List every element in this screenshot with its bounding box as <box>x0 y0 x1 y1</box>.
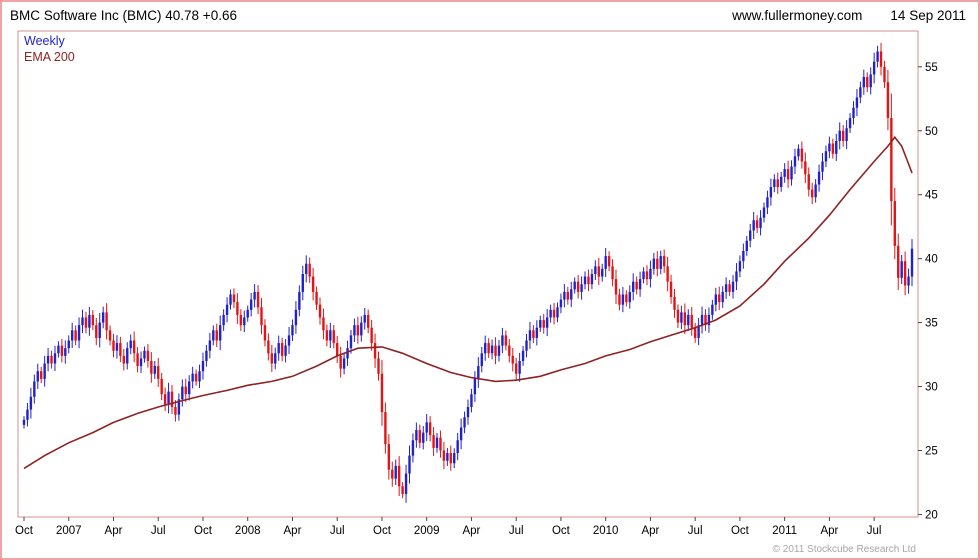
svg-text:Oct: Oct <box>15 525 34 537</box>
svg-text:30: 30 <box>925 382 938 394</box>
x-axis: Oct 2007 Apr Jul Oct 2008 Apr Jul Oct 2009 Apr Jul O… <box>15 517 881 537</box>
svg-text:Apr: Apr <box>284 525 302 537</box>
candles-group <box>22 42 914 503</box>
svg-text:40: 40 <box>925 254 938 266</box>
chart-header: BMC Software Inc (BMC) 40.78 +0.66 www.f… <box>2 2 978 28</box>
svg-text:2008: 2008 <box>235 525 261 537</box>
timeframe-label: Weekly <box>24 34 65 48</box>
instrument-title: BMC Software Inc (BMC) 40.78 +0.66 <box>10 7 237 23</box>
svg-text:2007: 2007 <box>56 525 82 537</box>
y-axis: 20 25 30 35 40 45 50 55 <box>918 62 938 521</box>
svg-text:Jul: Jul <box>509 525 524 537</box>
svg-text:2009: 2009 <box>414 525 440 537</box>
svg-text:Oct: Oct <box>552 525 571 537</box>
svg-text:2010: 2010 <box>593 525 619 537</box>
price-chart: 20 25 30 35 40 45 50 55 Oct 2007 Apr Jul Oct 2008 Apr… <box>15 30 938 537</box>
svg-text:2011: 2011 <box>772 525 797 537</box>
svg-text:Oct: Oct <box>373 525 392 537</box>
svg-text:Jul: Jul <box>688 525 703 537</box>
svg-text:25: 25 <box>925 445 938 457</box>
chart-date: 14 Sep 2011 <box>890 7 966 23</box>
svg-text:Apr: Apr <box>105 525 123 537</box>
website-link[interactable]: www.fullermoney.com <box>732 7 863 23</box>
svg-text:45: 45 <box>925 190 938 202</box>
svg-text:Apr: Apr <box>820 525 838 537</box>
chart-area: 20 25 30 35 40 45 50 55 Oct 2007 Apr Jul Oct 2008 Apr… <box>2 28 978 558</box>
svg-text:55: 55 <box>925 62 938 74</box>
chart-legend: Weekly EMA 200 <box>24 33 75 66</box>
copyright-notice: © 2011 Stockcube Research Ltd <box>772 544 916 555</box>
svg-text:50: 50 <box>925 126 938 138</box>
svg-text:Jul: Jul <box>330 525 345 537</box>
svg-text:Apr: Apr <box>641 525 659 537</box>
svg-text:35: 35 <box>925 318 938 330</box>
plot-frame <box>17 30 919 518</box>
svg-text:Jul: Jul <box>867 525 882 537</box>
svg-text:Jul: Jul <box>151 525 166 537</box>
svg-text:20: 20 <box>925 509 938 521</box>
svg-text:Oct: Oct <box>194 525 213 537</box>
svg-text:Apr: Apr <box>462 525 480 537</box>
ema-200-label: EMA 200 <box>24 50 75 65</box>
ema-line <box>23 135 913 470</box>
svg-text:Oct: Oct <box>731 525 750 537</box>
header-right: www.fullermoney.com 14 Sep 2011 <box>732 8 966 23</box>
